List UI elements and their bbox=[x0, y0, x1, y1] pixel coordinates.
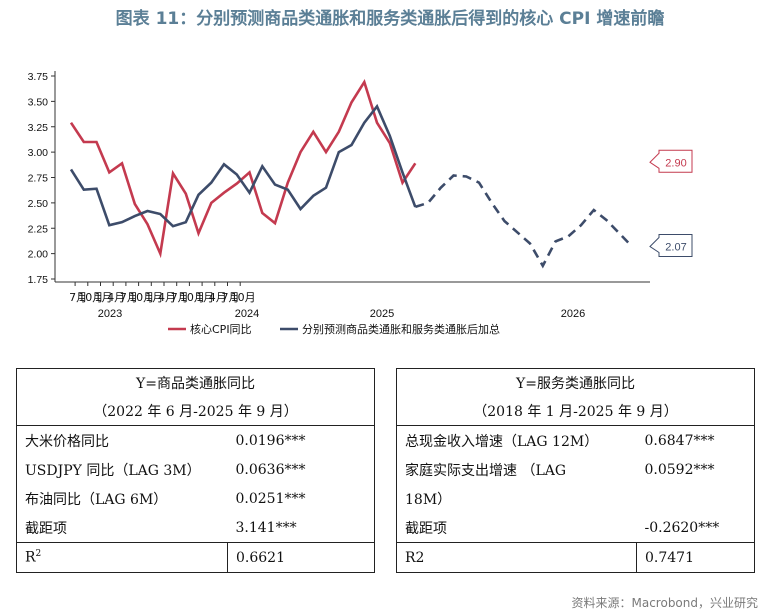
y-tick-label: 2.25 bbox=[28, 223, 49, 235]
x-tick-label: 7月 bbox=[171, 291, 189, 304]
legend-core-label: 核心CPI同比 bbox=[190, 322, 252, 336]
model-line-solid bbox=[69, 103, 417, 228]
services-row-label: 18M） bbox=[396, 484, 637, 513]
x-tick-label: 7月 bbox=[120, 291, 138, 304]
services-row-label: 家庭实际支出增速 （LAG bbox=[396, 455, 637, 484]
line-chart: 3.753.503.253.002.752.502.252.001.757月10… bbox=[28, 71, 693, 336]
goods-row-value: 3.141*** bbox=[227, 513, 376, 543]
x-tick-label: 1月 bbox=[196, 291, 214, 304]
services-table-header-1: Y=服务类通胀同比 bbox=[395, 368, 756, 397]
services-table-header-2: （2018 年 1 月-2025 年 9 月） bbox=[395, 397, 756, 426]
model-end-label-text: 2.07 bbox=[665, 242, 686, 254]
y-tick-label: 3.50 bbox=[28, 96, 49, 108]
services-row-label: 总现金收入增速（LAG 12M） bbox=[396, 425, 637, 455]
x-tick-label: 1月 bbox=[145, 291, 163, 304]
services-row-value: -0.2620*** bbox=[636, 513, 756, 543]
x-year-label: 2026 bbox=[561, 308, 585, 320]
model-line-forecast bbox=[414, 174, 633, 269]
goods-r2-value: 0.6621 bbox=[227, 542, 376, 573]
x-tick-label: 10月 bbox=[231, 291, 256, 304]
services-r2-value: 0.7471 bbox=[636, 542, 756, 573]
goods-table-header-2: （2022 年 6 月-2025 年 9 月） bbox=[15, 397, 376, 426]
goods-regression-table: Y=商品类通胀同比 （2022 年 6 月-2025 年 9 月） 大米价格同比… bbox=[15, 368, 376, 573]
goods-row-label: USDJPY 同比（LAG 3M） bbox=[16, 455, 228, 484]
services-r2-label: R2 bbox=[396, 542, 637, 573]
x-tick-label: 10月 bbox=[129, 291, 154, 304]
goods-row-label: 截距项 bbox=[16, 513, 228, 543]
x-tick-label: 4月 bbox=[209, 291, 227, 304]
y-tick-label: 2.50 bbox=[28, 198, 49, 210]
services-row-value: 0.0592*** bbox=[636, 455, 756, 484]
goods-row-value: 0.0196*** bbox=[227, 425, 376, 455]
goods-row-label: 大米价格同比 bbox=[16, 425, 228, 455]
services-row-value: 0.6847*** bbox=[636, 425, 756, 455]
x-tick-label: 10月 bbox=[78, 291, 103, 304]
x-tick-label: 7月 bbox=[69, 291, 87, 304]
x-tick-label: 4月 bbox=[158, 291, 176, 304]
x-year-label: 2024 bbox=[235, 308, 259, 320]
core-end-label-box bbox=[649, 149, 693, 173]
services-row-label: 截距项 bbox=[396, 513, 637, 543]
r2-text: R bbox=[25, 549, 36, 566]
y-tick-label: 2.75 bbox=[28, 173, 49, 185]
services-regression-table: Y=服务类通胀同比 （2018 年 1 月-2025 年 9 月） 总现金收入增… bbox=[395, 368, 756, 573]
x-tick-label: 4月 bbox=[107, 291, 125, 304]
y-tick-label: 2.00 bbox=[28, 249, 49, 261]
x-year-label: 2025 bbox=[370, 308, 394, 320]
x-tick-label: 10月 bbox=[180, 291, 205, 304]
core-end-label-text: 2.90 bbox=[665, 157, 686, 169]
y-tick-label: 3.25 bbox=[28, 122, 49, 134]
goods-r2-label: R2 bbox=[16, 542, 228, 573]
goods-row-value: 0.0251*** bbox=[227, 484, 376, 513]
goods-table-header-1: Y=商品类通胀同比 bbox=[15, 368, 376, 397]
legend-model-label: 分别预测商品类通胀和服务类通胀后加总 bbox=[302, 322, 500, 336]
x-year-label: 2023 bbox=[98, 308, 122, 320]
x-tick-label: 1月 bbox=[95, 291, 113, 304]
y-tick-label: 3.00 bbox=[28, 147, 49, 159]
r2-superscript: 2 bbox=[35, 549, 42, 560]
goods-row-label: 布油同比（LAG 6M） bbox=[16, 484, 228, 513]
y-tick-label: 1.75 bbox=[28, 274, 49, 286]
model-end-label-box bbox=[649, 234, 693, 258]
figure-title: 图表 11：分别预测商品类通胀和服务类通胀后得到的核心 CPI 增速前瞻 bbox=[115, 9, 665, 29]
y-tick-label: 3.75 bbox=[28, 71, 49, 83]
source-note: 资料来源：Macrobond，兴业研究 bbox=[571, 596, 759, 610]
goods-row-value: 0.0636*** bbox=[227, 455, 376, 484]
core-cpi-line bbox=[69, 79, 417, 259]
x-tick-label: 7月 bbox=[222, 291, 240, 304]
services-row-value bbox=[636, 484, 756, 513]
